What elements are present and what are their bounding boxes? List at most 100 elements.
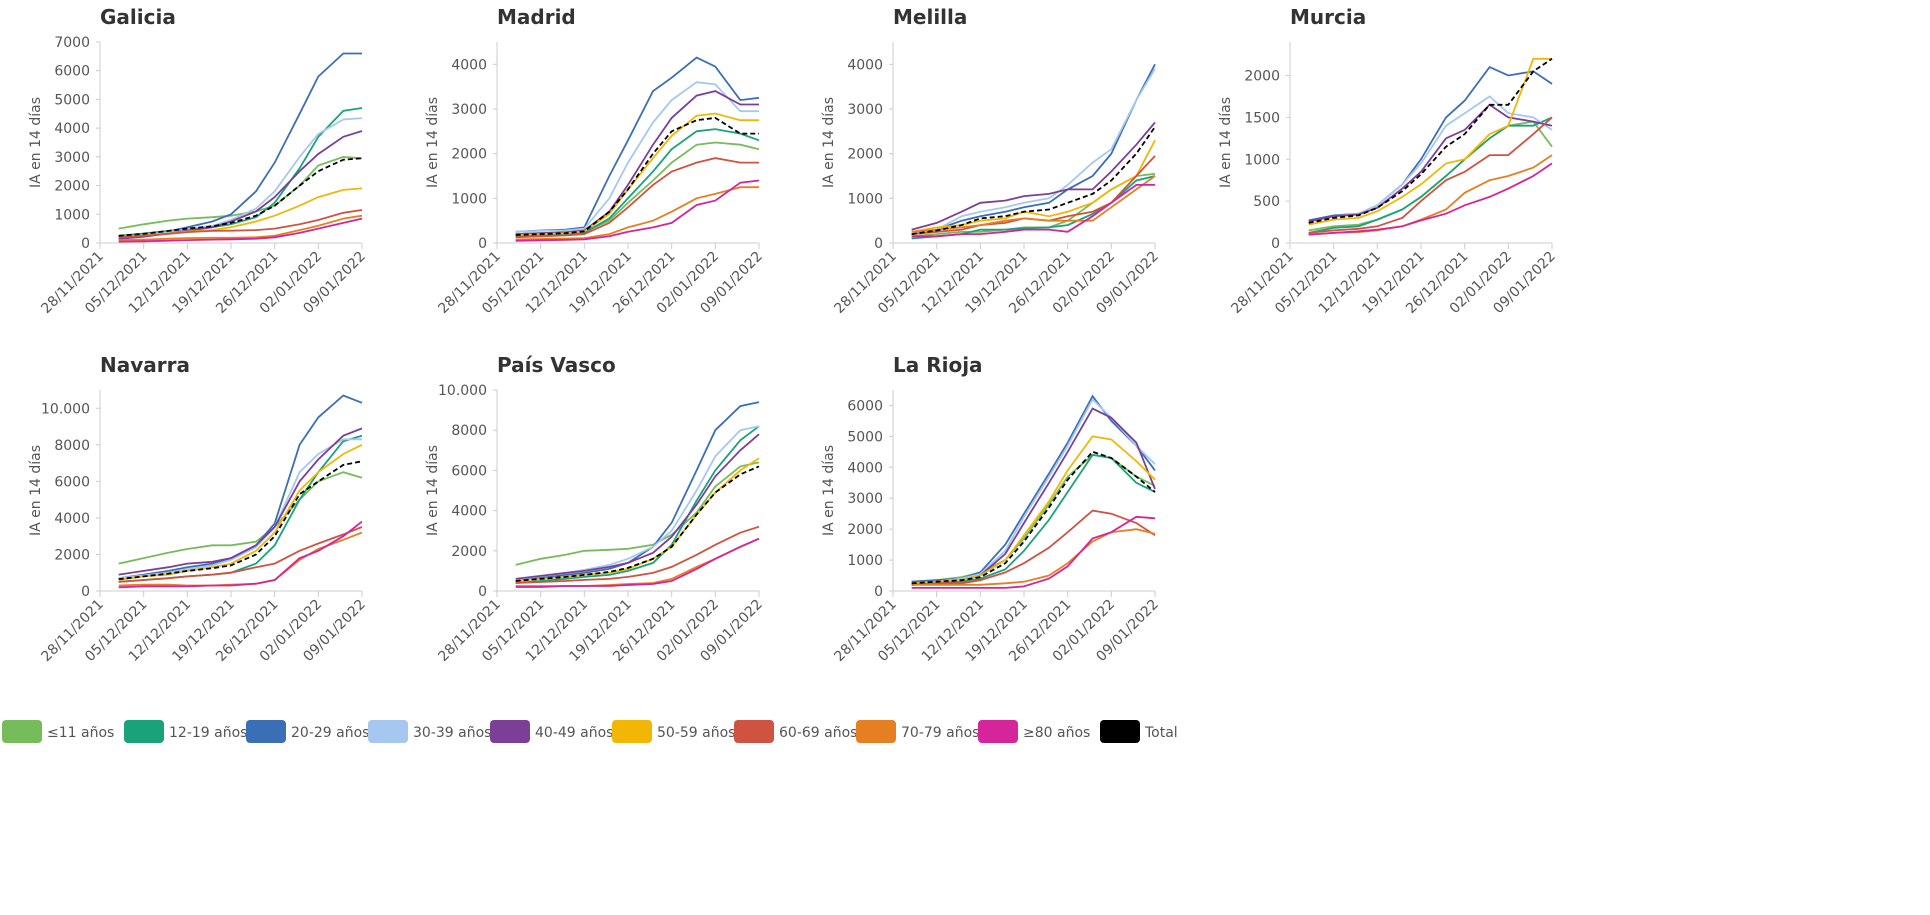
series-line (1308, 116, 1553, 234)
series-line (515, 537, 760, 588)
y-tick-label: 2000 (451, 544, 487, 560)
y-tick-label: 3000 (451, 102, 487, 118)
series-line (911, 528, 1156, 586)
series-line (118, 209, 363, 239)
series-line (515, 157, 759, 239)
chart-title: Navarra (100, 353, 190, 377)
legend-label: 40-49 años (535, 725, 613, 741)
y-tick-label: 1000 (847, 191, 883, 207)
series-line (911, 453, 1156, 583)
y-tick-label: 2000 (451, 147, 487, 163)
chart-title: Galicia (100, 5, 176, 29)
legend-swatch (1100, 720, 1140, 743)
series-line (118, 526, 363, 583)
legend-swatch (246, 720, 286, 743)
series-line (515, 465, 760, 582)
y-axis-label: IA en 14 días (425, 97, 441, 188)
chart-title: La Rioja (893, 353, 983, 377)
y-tick-label: 1000 (54, 207, 90, 223)
series-line (1308, 103, 1553, 223)
series-line (911, 184, 1155, 238)
y-axis-label: IA en 14 días (1218, 97, 1234, 188)
series-line (1308, 154, 1553, 236)
series-line (1308, 57, 1552, 226)
series-line (911, 515, 1156, 589)
y-tick-label: 6000 (54, 64, 90, 80)
legend-label: Total (1144, 725, 1178, 741)
legend-label: ≥80 años (1023, 725, 1090, 741)
legend-label: ≤11 años (47, 725, 114, 741)
series-line (911, 450, 1156, 585)
series-line (118, 460, 363, 580)
y-axis-label: IA en 14 días (425, 445, 441, 536)
y-tick-label: 1500 (1244, 110, 1280, 126)
series-line (911, 175, 1156, 233)
series-line (515, 116, 759, 236)
y-tick-label: 4000 (54, 511, 90, 527)
series-line (515, 401, 760, 582)
y-tick-label: 3000 (54, 150, 90, 166)
legend-swatch (490, 720, 530, 743)
y-tick-label: 2000 (54, 179, 90, 195)
series-line (911, 453, 1156, 586)
legend-label: 20-29 años (291, 725, 369, 741)
y-tick-label: 0 (478, 584, 487, 600)
series-line (1308, 116, 1553, 234)
y-tick-label: 1000 (1244, 152, 1280, 168)
series-line (118, 443, 363, 581)
series-line (515, 112, 759, 236)
series-line (911, 63, 1156, 235)
series-line (1308, 58, 1553, 224)
series-line (118, 394, 363, 580)
y-tick-label: 0 (81, 236, 90, 252)
panel: Galicia IA en 14 días 0 1000 2000 3000 4000 500… (28, 5, 369, 317)
series-line (515, 128, 760, 238)
panel: País Vasco IA en 14 días 0 2000 4000 6000 8000… (425, 353, 766, 665)
series-line (1308, 65, 1553, 222)
legend-label: 70-79 años (901, 725, 979, 741)
legend-swatch (2, 720, 42, 743)
series-line (515, 425, 760, 584)
y-tick-label: 0 (874, 584, 883, 600)
series-line (911, 139, 1156, 233)
series-line (515, 56, 760, 233)
y-tick-label: 2000 (847, 522, 883, 538)
series-line (118, 438, 362, 580)
y-tick-label: 500 (1253, 194, 1280, 210)
legend-swatch (978, 720, 1018, 743)
series-line (118, 217, 363, 243)
series-line (515, 525, 760, 584)
chart-title: Murcia (1290, 5, 1366, 29)
panel: La Rioja IA en 14 días 0 1000 2000 3000 4000 50… (821, 353, 1162, 665)
y-tick-label: 4000 (451, 504, 487, 520)
y-tick-label: 6000 (451, 463, 487, 479)
series-line (1308, 162, 1553, 236)
legend-swatch (612, 720, 652, 743)
legend-label: 50-59 años (657, 725, 735, 741)
series-line (515, 90, 759, 235)
series-line (515, 433, 760, 580)
y-tick-label: 1000 (847, 553, 883, 569)
y-tick-label: 4000 (847, 460, 883, 476)
y-axis-label: IA en 14 días (821, 445, 837, 536)
series-line (515, 537, 760, 587)
y-tick-label: 5000 (54, 92, 90, 108)
series-line (118, 434, 363, 583)
series-line (911, 435, 1156, 585)
y-tick-label: 0 (874, 236, 883, 252)
series-line (515, 457, 760, 582)
y-tick-label: 10.000 (41, 401, 90, 417)
series-line (118, 157, 363, 237)
y-tick-label: 0 (1271, 236, 1280, 252)
y-tick-label: 5000 (847, 429, 883, 445)
y-tick-label: 3000 (847, 491, 883, 507)
series-line (515, 81, 759, 233)
y-tick-label: 4000 (847, 57, 883, 73)
y-tick-label: 2000 (847, 147, 883, 163)
y-tick-label: 2000 (54, 547, 90, 563)
y-tick-label: 8000 (451, 423, 487, 439)
series-line (118, 214, 363, 241)
y-tick-label: 6000 (847, 398, 883, 414)
